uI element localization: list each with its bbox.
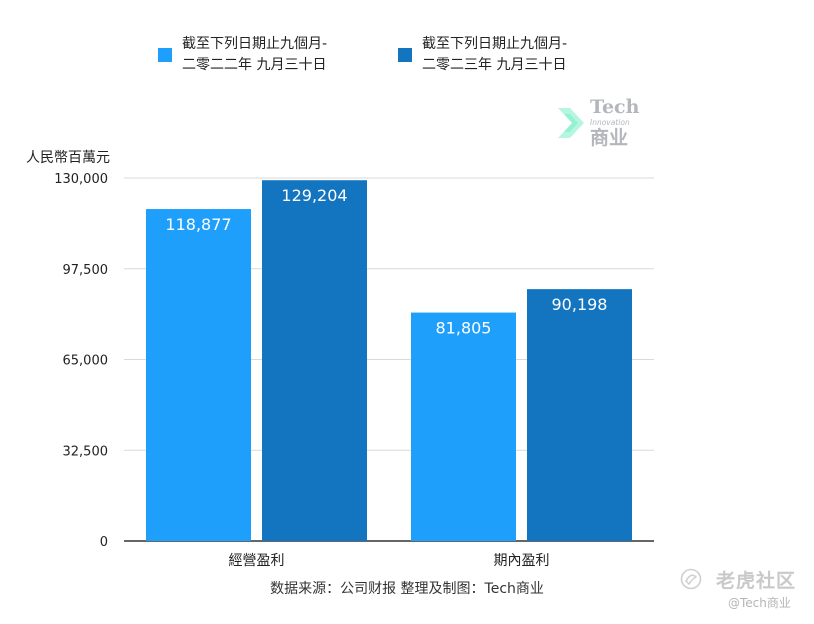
bar-value-label: 90,198 <box>552 295 608 314</box>
y-tick-label: 32,500 <box>63 444 109 459</box>
bar <box>527 289 632 541</box>
legend-item-2022: 截至下列日期止九個月- 二零二二年 九月三十日 <box>158 34 327 76</box>
legend-item-2023: 截至下列日期止九個月- 二零二三年 九月三十日 <box>398 34 567 76</box>
legend-label-2022: 截至下列日期止九個月- 二零二二年 九月三十日 <box>182 36 328 73</box>
legend-swatch-2022 <box>158 48 172 62</box>
bar <box>262 180 367 542</box>
watermark-line3: 商业 <box>590 127 629 149</box>
legend-swatch-2023 <box>398 48 412 62</box>
tiger-logo-icon <box>680 568 702 590</box>
legend-label-2023: 截至下列日期止九個月- 二零二三年 九月三十日 <box>422 36 568 73</box>
tiger-community-watermark: 老虎社区 @Tech商业 <box>680 564 810 616</box>
bar-value-label: 129,204 <box>281 186 347 205</box>
x-category-label: 期內盈利 <box>494 553 550 569</box>
bar-value-label: 81,805 <box>436 319 492 338</box>
y-tick-label: 0 <box>100 535 108 550</box>
tech-watermark: Tech Innovation 商业 <box>556 96 656 156</box>
y-axis-title: 人民幣百萬元 <box>26 150 110 166</box>
bar <box>411 312 516 541</box>
source-note: 数据来源：公司财报 整理及制图：Tech商业 <box>270 581 544 597</box>
y-tick-label: 65,000 <box>63 354 109 369</box>
bar <box>146 209 251 541</box>
watermark-line2: Innovation <box>590 118 630 127</box>
legend: 截至下列日期止九個月- 二零二二年 九月三十日 截至下列日期止九個月- 二零二三… <box>0 34 814 84</box>
watermark-line1: Tech <box>590 96 640 118</box>
tiger-name: 老虎社区 <box>716 570 797 592</box>
y-tick-label: 97,500 <box>63 263 109 278</box>
bar-value-label: 118,877 <box>165 215 231 234</box>
x-category-label: 經營盈利 <box>229 553 285 569</box>
tech-logo-icon <box>558 108 584 138</box>
y-tick-label: 130,000 <box>54 172 108 187</box>
tiger-handle: @Tech商业 <box>728 596 791 610</box>
